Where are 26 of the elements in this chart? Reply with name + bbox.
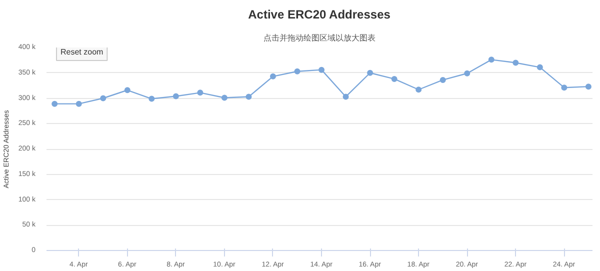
point <box>246 94 252 100</box>
point <box>464 70 470 76</box>
point <box>367 70 374 76</box>
point <box>100 95 106 102</box>
point <box>318 66 325 73</box>
chart-title: Active ERC20 Addresses <box>248 8 391 22</box>
point <box>585 84 592 90</box>
point <box>294 68 300 74</box>
point <box>512 60 519 66</box>
point <box>221 94 228 101</box>
point <box>416 86 422 93</box>
point <box>148 96 155 102</box>
point <box>488 56 494 63</box>
point <box>270 73 276 80</box>
chart-subtitle: 点击并拖动绘图区域以放大图表 <box>264 34 376 42</box>
point <box>440 76 446 83</box>
point <box>124 87 130 94</box>
point <box>391 76 398 82</box>
point <box>76 100 82 107</box>
annotation: Reset zoom <box>60 48 104 56</box>
point <box>197 90 204 96</box>
point <box>342 94 349 100</box>
point <box>536 64 543 70</box>
point <box>561 84 568 91</box>
point <box>172 93 179 100</box>
point <box>52 100 58 107</box>
